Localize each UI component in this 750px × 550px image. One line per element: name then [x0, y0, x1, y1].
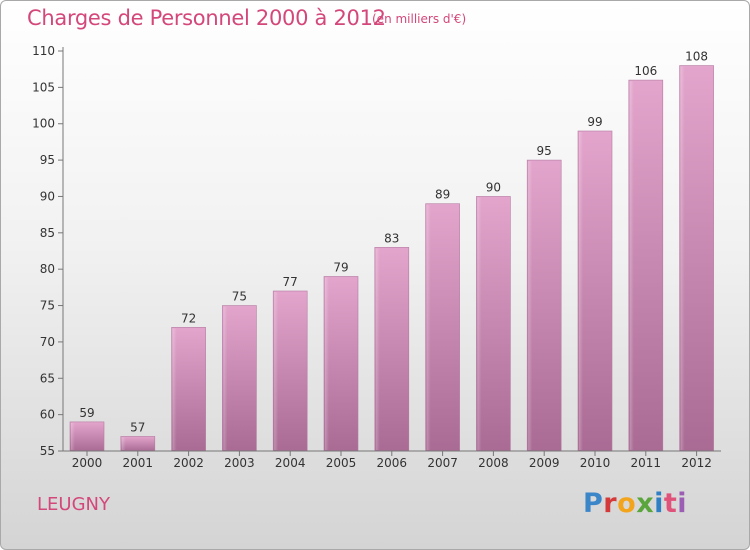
y-tick-label: 80: [40, 262, 55, 276]
x-tick-label: 2012: [681, 456, 712, 470]
y-tick-label: 65: [40, 371, 55, 385]
y-tick-label: 110: [32, 44, 55, 58]
bar-highlight: [223, 306, 228, 450]
bar-value-label: 89: [435, 188, 450, 202]
chart-subtitle: (en milliers d'€): [372, 12, 467, 26]
y-tick-label: 95: [40, 153, 55, 167]
bar-2004: [272, 290, 308, 452]
y-tick-label: 85: [40, 226, 55, 240]
bar-2003: [222, 305, 257, 452]
x-tick-label: 2000: [72, 456, 103, 470]
bar-highlight: [426, 204, 431, 450]
x-tick-label: 2007: [427, 456, 458, 470]
bar-value-label: 108: [685, 50, 708, 64]
y-tick-label: 100: [32, 117, 55, 131]
chart-title: Charges de Personnel 2000 à 2012: [27, 6, 386, 30]
bar-value-label: 99: [587, 115, 602, 129]
bar-value-label: 79: [333, 260, 348, 274]
x-tick-label: 2009: [529, 456, 560, 470]
bar-2010: [577, 130, 613, 452]
y-tick-label: 60: [40, 408, 55, 422]
bar-highlight: [680, 66, 685, 450]
x-tick-label: 2011: [631, 456, 662, 470]
bar-value-label: 83: [384, 231, 399, 245]
bar-highlight: [274, 292, 279, 450]
bar-value-label: 72: [181, 311, 196, 325]
x-tick-label: 2003: [224, 456, 255, 470]
x-axis: 2000 2001 2002 2003 2004 2005 2006 2007 2008 2009…: [63, 450, 721, 470]
bar-2011: [628, 79, 664, 452]
commune-name: LEUGNY: [37, 494, 110, 515]
bar-highlight: [325, 277, 329, 450]
x-tick-label: 2010: [580, 456, 611, 470]
bar-2012: [679, 65, 714, 452]
proxiti-logo[interactable]: Proxiti: [583, 488, 688, 519]
bar-2005: [323, 276, 359, 452]
bar-2008: [476, 196, 511, 452]
y-tick-label: 75: [40, 299, 55, 313]
bar-2006: [374, 247, 410, 452]
x-tick-label: 2004: [275, 456, 306, 470]
y-tick-label: 70: [40, 335, 55, 349]
bar-value-label: 90: [486, 180, 501, 194]
bar-2007: [425, 203, 460, 452]
bar-value-label: 95: [537, 144, 552, 158]
bar-value-label: 59: [79, 406, 94, 420]
y-tick-label: 90: [40, 189, 55, 203]
y-tick-label: 55: [40, 444, 55, 458]
bars-group: 59 57 72 75 77 79 83 89 90 95 99 106 108: [69, 50, 714, 452]
bar-highlight: [579, 132, 583, 450]
bar-highlight: [629, 81, 634, 450]
bar-highlight: [71, 422, 75, 450]
x-tick-label: 2001: [123, 456, 154, 470]
bar-value-label: 106: [634, 64, 657, 78]
x-tick-label: 2002: [173, 456, 204, 470]
bar-highlight: [528, 161, 533, 450]
bar-2002: [171, 327, 206, 452]
x-tick-label: 2005: [326, 456, 357, 470]
bar-highlight: [375, 248, 380, 450]
bar-highlight: [121, 437, 126, 450]
y-axis: 55 60 65 70 75 80 85 90 95 100 105 110: [32, 44, 64, 458]
bar-value-label: 57: [130, 420, 145, 434]
bar-2000: [69, 421, 105, 452]
bar-2009: [526, 159, 562, 452]
bar-highlight: [477, 197, 482, 450]
bar-value-label: 77: [283, 275, 298, 289]
y-tick-label: 105: [32, 80, 55, 94]
x-tick-label: 2008: [478, 456, 509, 470]
bar-highlight: [172, 328, 177, 450]
bar-value-label: 75: [232, 290, 247, 304]
bar-2001: [120, 436, 156, 452]
x-tick-label: 2006: [377, 456, 408, 470]
